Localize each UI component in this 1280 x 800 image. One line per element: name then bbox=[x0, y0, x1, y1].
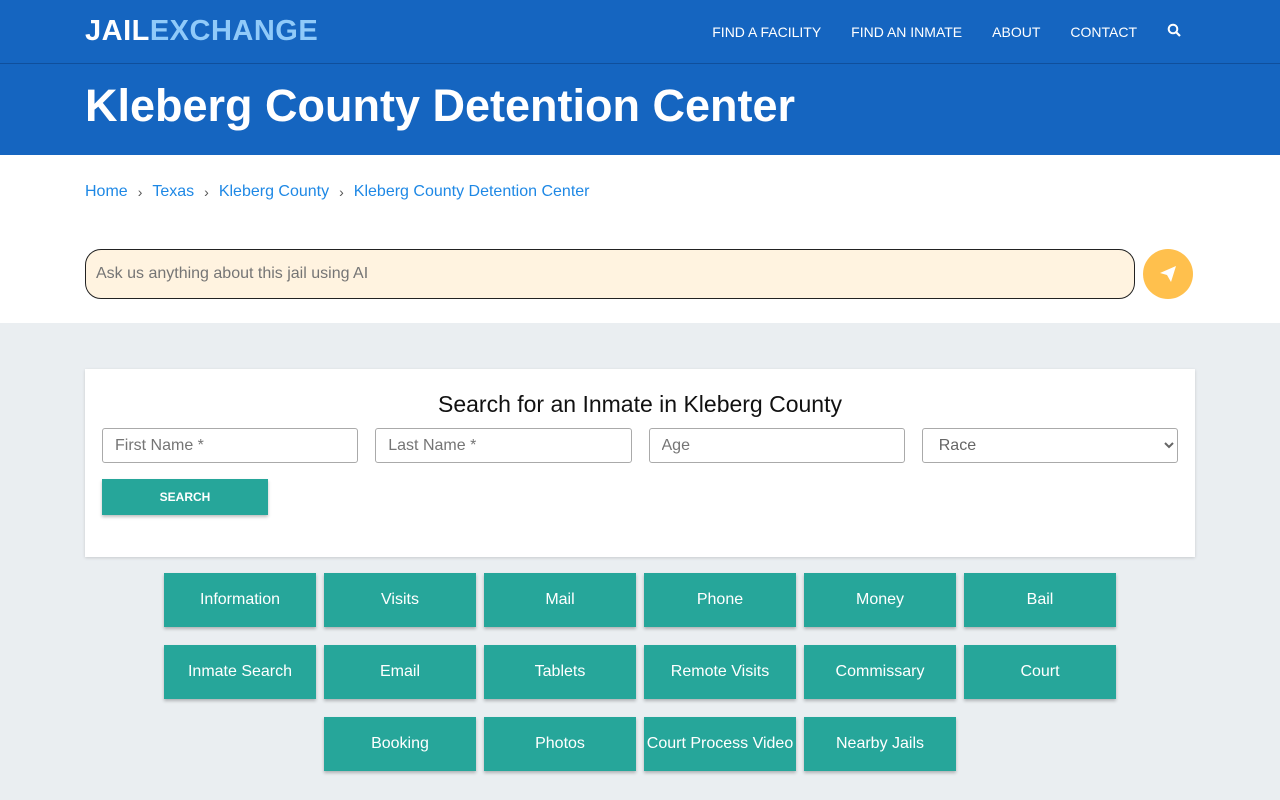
link-photos[interactable]: Photos bbox=[484, 717, 636, 771]
search-title: Search for an Inmate in Kleberg County bbox=[437, 391, 842, 417]
race-select[interactable]: Race bbox=[921, 428, 1178, 463]
chevron-right-icon: › bbox=[204, 184, 209, 200]
link-information[interactable]: Information bbox=[164, 573, 316, 627]
logo-exchange: EXCHANGE bbox=[149, 15, 319, 47]
facility-links: Information Visits Mail Phone Money Bail… bbox=[85, 573, 1195, 771]
breadcrumb-county[interactable]: Kleberg County bbox=[218, 183, 330, 200]
ai-question-input[interactable] bbox=[85, 249, 1135, 299]
link-visits[interactable]: Visits bbox=[324, 573, 476, 627]
link-bail[interactable]: Bail bbox=[964, 573, 1116, 627]
link-remote-visits[interactable]: Remote Visits bbox=[644, 645, 796, 699]
breadcrumb-facility[interactable]: Kleberg County Detention Center bbox=[353, 183, 590, 200]
link-commissary[interactable]: Commissary bbox=[804, 645, 956, 699]
logo[interactable]: JAILEXCHANGE bbox=[85, 15, 318, 48]
chevron-right-icon: › bbox=[137, 184, 143, 200]
breadcrumb-home[interactable]: Home bbox=[85, 183, 128, 200]
nav-find-inmate[interactable]: FIND AN INMATE bbox=[851, 23, 963, 40]
search-button[interactable]: SEARCH bbox=[102, 479, 268, 515]
chevron-right-icon: › bbox=[339, 184, 344, 200]
top-nav: JAILEXCHANGE FIND A FACILITY FIND AN INM… bbox=[0, 0, 1280, 64]
link-money[interactable]: Money bbox=[804, 573, 956, 627]
nav-contact[interactable]: CONTACT bbox=[1070, 23, 1137, 40]
first-name-input[interactable] bbox=[102, 428, 359, 463]
age-input[interactable] bbox=[648, 428, 905, 463]
link-court-process-video[interactable]: Court Process Video bbox=[644, 717, 796, 771]
nav-find-facility[interactable]: FIND A FACILITY bbox=[712, 23, 822, 40]
link-mail[interactable]: Mail bbox=[484, 573, 636, 627]
link-court[interactable]: Court bbox=[964, 645, 1116, 699]
page-title: Kleberg County Detention Center bbox=[85, 80, 796, 131]
logo-jail: JAIL bbox=[85, 15, 150, 47]
breadcrumb: Home › Texas › Kleberg County › Kleberg Cou… bbox=[85, 155, 1195, 201]
link-tablets[interactable]: Tablets bbox=[484, 645, 636, 699]
link-phone[interactable]: Phone bbox=[644, 573, 796, 627]
nav-about[interactable]: ABOUT bbox=[992, 23, 1041, 40]
link-inmate-search[interactable]: Inmate Search bbox=[164, 645, 316, 699]
search-icon[interactable] bbox=[1167, 23, 1181, 40]
link-nearby-jails[interactable]: Nearby Jails bbox=[804, 717, 956, 771]
paper-plane-icon[interactable] bbox=[1143, 249, 1193, 299]
link-email[interactable]: Email bbox=[324, 645, 476, 699]
last-name-input[interactable] bbox=[375, 428, 632, 463]
breadcrumb-state[interactable]: Texas bbox=[152, 183, 195, 200]
inmate-search-card: Search for an Inmate in Kleberg County R… bbox=[85, 369, 1195, 557]
link-booking[interactable]: Booking bbox=[324, 717, 476, 771]
